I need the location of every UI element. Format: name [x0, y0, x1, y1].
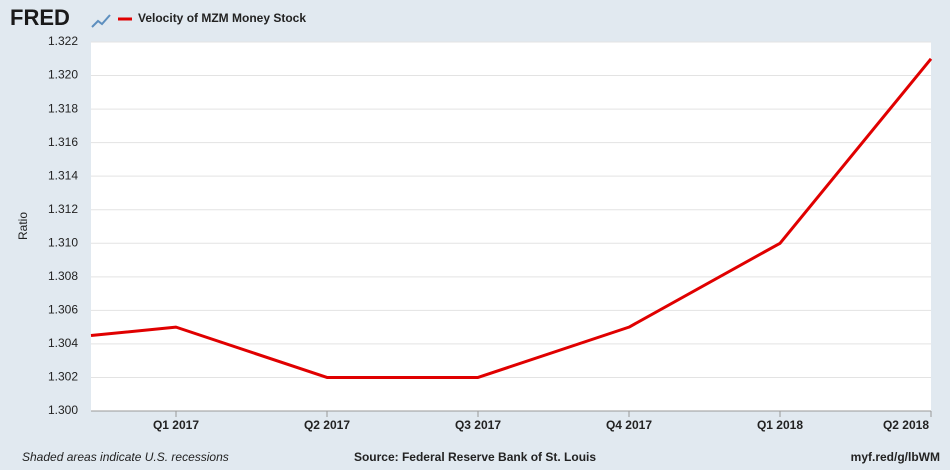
logo: FRED [10, 5, 70, 30]
x-tick-label: Q3 2017 [455, 418, 501, 432]
y-tick-label: 1.312 [48, 202, 78, 216]
link[interactable]: myf.red/g/lbWM [851, 450, 940, 464]
x-tick-label: Q1 2017 [153, 418, 199, 432]
y-tick-label: 1.304 [48, 336, 78, 350]
legend-label: Velocity of MZM Money Stock [138, 11, 306, 25]
x-tick-label: Q2 2017 [304, 418, 350, 432]
x-tick-label: Q2 2018 [883, 418, 929, 432]
plot-area [91, 42, 931, 411]
note: Shaded areas indicate U.S. recessions [22, 450, 229, 464]
y-tick-label: 1.308 [48, 269, 78, 283]
y-tick-label: 1.310 [48, 235, 78, 249]
y-tick-label: 1.320 [48, 68, 78, 82]
y-tick-label: 1.300 [48, 403, 78, 417]
x-tick-label: Q1 2018 [757, 418, 803, 432]
y-tick-label: 1.322 [48, 34, 78, 48]
y-tick-label: 1.318 [48, 101, 78, 115]
y-tick-label: 1.306 [48, 303, 78, 317]
logo-icon [91, 14, 111, 28]
line-series [90, 57, 933, 379]
x-tick-label: Q4 2017 [606, 418, 652, 432]
y-tick-label: 1.302 [48, 370, 78, 384]
source: Source: Federal Reserve Bank of St. Loui… [354, 450, 596, 464]
y-tick-label: 1.314 [48, 168, 78, 182]
y-tick-label: 1.316 [48, 135, 78, 149]
y-axis-label: Ratio [16, 212, 30, 240]
